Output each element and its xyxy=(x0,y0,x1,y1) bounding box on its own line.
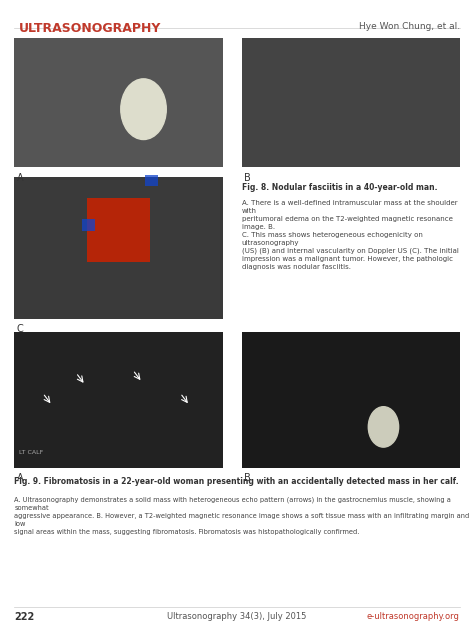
Text: e-ultrasonography.org: e-ultrasonography.org xyxy=(367,612,460,621)
Text: 222: 222 xyxy=(14,612,35,622)
Circle shape xyxy=(368,407,399,447)
Text: LT CALF: LT CALF xyxy=(19,450,43,455)
Text: ULTRASONOGRAPHY: ULTRASONOGRAPHY xyxy=(19,22,161,35)
Text: Fig. 9. Fibromatosis in a 22-year-old woman presenting with an accidentally dete: Fig. 9. Fibromatosis in a 22-year-old wo… xyxy=(14,477,459,486)
Text: A. There is a well-defined intramuscular mass at the shoulder with
peritumoral e: A. There is a well-defined intramuscular… xyxy=(242,200,459,270)
Text: Ultrasonography 34(3), July 2015: Ultrasonography 34(3), July 2015 xyxy=(167,612,307,621)
Text: A. Ultrasonography demonstrates a solid mass with heterogeneous echo pattern (ar: A. Ultrasonography demonstrates a solid … xyxy=(14,496,469,535)
Text: A: A xyxy=(17,473,23,483)
Text: B: B xyxy=(244,173,251,183)
Text: A: A xyxy=(17,173,23,183)
FancyBboxPatch shape xyxy=(242,38,460,167)
Text: B: B xyxy=(244,473,251,483)
FancyBboxPatch shape xyxy=(82,219,95,231)
FancyBboxPatch shape xyxy=(242,332,460,468)
Text: C: C xyxy=(17,324,23,334)
FancyBboxPatch shape xyxy=(145,175,157,186)
FancyBboxPatch shape xyxy=(14,38,223,167)
Circle shape xyxy=(121,79,166,140)
Text: Hye Won Chung, et al.: Hye Won Chung, et al. xyxy=(359,22,460,31)
FancyBboxPatch shape xyxy=(14,332,223,468)
FancyBboxPatch shape xyxy=(14,177,223,319)
Text: Fig. 8. Nodular fasciitis in a 40-year-old man.: Fig. 8. Nodular fasciitis in a 40-year-o… xyxy=(242,183,437,192)
FancyBboxPatch shape xyxy=(87,198,150,262)
